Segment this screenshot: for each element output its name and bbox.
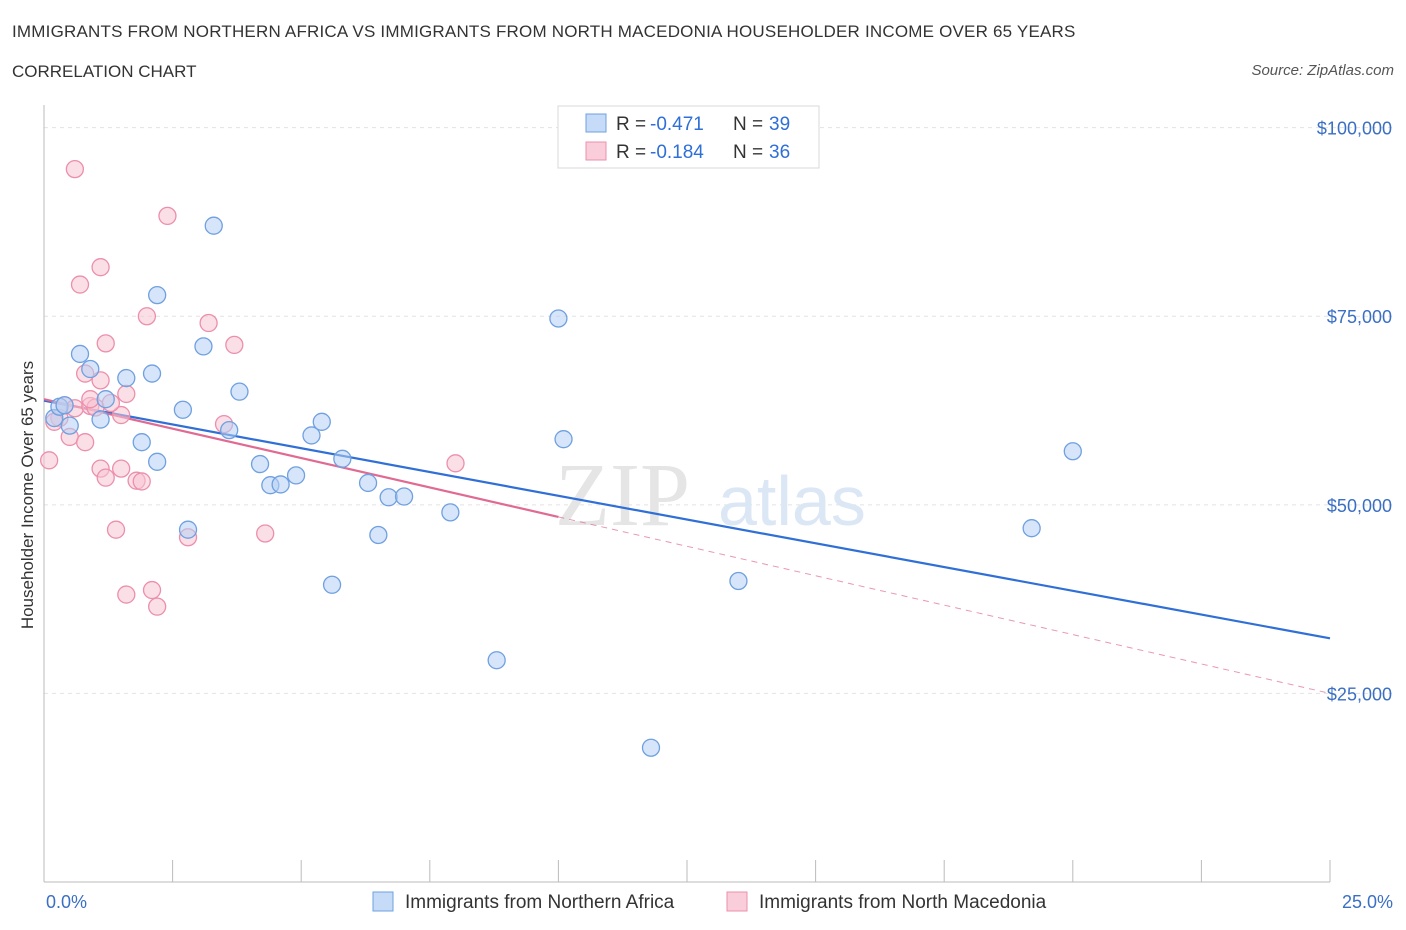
data-point-north-macedonia	[132, 472, 151, 491]
data-point-northern-africa	[250, 454, 270, 474]
chart-subtitle: CORRELATION CHART	[12, 62, 197, 81]
data-point-northern-africa	[91, 410, 110, 429]
data-point-north-macedonia	[70, 275, 90, 294]
data-point-north-macedonia	[112, 405, 131, 425]
data-point-north-macedonia	[96, 334, 115, 353]
trend-line-north-macedonia	[43, 398, 559, 518]
x-tick-label: 0.0%	[46, 892, 87, 912]
data-point-northern-africa	[132, 433, 151, 452]
data-point-northern-africa	[394, 487, 414, 506]
trend-line-northern-africa	[43, 399, 1331, 640]
series-northern-africa-points	[45, 216, 1082, 757]
data-point-northern-africa	[55, 396, 74, 415]
data-point-north-macedonia	[91, 258, 110, 277]
data-point-northern-africa	[369, 525, 388, 545]
data-point-northern-africa	[487, 651, 506, 670]
legend-r-value-2: -0.184	[650, 142, 704, 163]
data-point-north-macedonia	[112, 459, 131, 478]
legend-r-label-2: R =	[616, 142, 646, 163]
data-point-northern-africa	[441, 503, 460, 522]
data-point-northern-africa	[178, 520, 198, 539]
data-point-northern-africa	[220, 420, 239, 440]
watermark-zip: ZIP	[555, 446, 690, 545]
legend-n-value-2: 36	[769, 142, 790, 163]
x-tick-label: 25.0%	[1342, 892, 1393, 912]
data-point-northern-africa	[286, 466, 306, 485]
data-point-northern-africa	[358, 473, 378, 493]
data-point-north-macedonia	[106, 520, 126, 539]
legend-n-label-2: N =	[733, 142, 763, 163]
data-point-northern-africa	[322, 575, 342, 594]
data-point-northern-africa	[729, 571, 748, 591]
top-legend: R = -0.471 N = 39 R = -0.184 N = 36	[557, 105, 820, 169]
bottom-legend-swatch-2	[726, 891, 748, 912]
series-north-macedonia-points	[39, 159, 465, 616]
data-point-northern-africa	[142, 364, 162, 383]
data-point-north-macedonia	[256, 524, 275, 543]
legend-r-value-1: -0.471	[650, 114, 704, 135]
data-point-northern-africa	[173, 400, 193, 419]
data-point-northern-africa	[1022, 519, 1041, 538]
data-point-northern-africa	[70, 344, 90, 364]
legend-swatch-series2	[585, 141, 607, 161]
data-point-northern-africa	[194, 337, 213, 356]
data-point-northern-africa	[312, 412, 331, 431]
data-point-northern-africa	[148, 285, 167, 305]
data-point-northern-africa	[271, 475, 290, 494]
y-tick-label: $100,000	[1317, 119, 1392, 139]
data-point-northern-africa	[549, 309, 568, 328]
data-point-northern-africa	[96, 390, 115, 409]
data-point-north-macedonia	[142, 580, 162, 600]
chart-title: IMMIGRANTS FROM NORTHERN AFRICA VS IMMIG…	[12, 22, 1076, 41]
data-point-north-macedonia	[137, 307, 157, 326]
data-point-north-macedonia	[446, 454, 465, 473]
data-point-north-macedonia	[199, 313, 218, 333]
data-point-northern-africa	[554, 430, 573, 449]
legend-swatch-series1	[585, 113, 607, 133]
data-point-northern-africa	[148, 452, 167, 471]
data-point-north-macedonia	[65, 159, 85, 179]
watermark-atlas: atlas	[718, 462, 866, 540]
legend-r-label-1: R =	[616, 114, 646, 135]
bottom-legend-swatch-1	[372, 891, 394, 912]
data-point-north-macedonia	[91, 371, 110, 390]
legend-n-value-1: 39	[769, 114, 790, 135]
data-point-northern-africa	[60, 416, 79, 435]
data-point-northern-africa	[302, 426, 321, 445]
axes	[43, 105, 1331, 883]
y-tick-label: $25,000	[1327, 684, 1392, 704]
bottom-legend-label-2: Immigrants from North Macedonia	[759, 892, 1047, 913]
tick-labels: $25,000 $50,000 $75,000 $100,000 0.0% 25.0%	[46, 119, 1393, 912]
data-point-northern-africa	[333, 449, 352, 468]
data-point-north-macedonia	[158, 206, 177, 226]
y-tick-label: $75,000	[1327, 307, 1392, 327]
bottom-legend: Immigrants from Northern Africa Immigran…	[372, 891, 1047, 913]
data-point-northern-africa	[117, 368, 136, 388]
data-point-north-macedonia	[96, 468, 115, 487]
data-point-northern-africa	[641, 738, 661, 757]
data-point-north-macedonia	[117, 384, 136, 404]
source-label: Source: ZipAtlas.com	[1251, 62, 1394, 79]
data-point-north-macedonia	[117, 585, 136, 604]
y-tick-label: $50,000	[1327, 496, 1392, 516]
data-point-north-macedonia	[225, 335, 244, 355]
watermark: ZIP atlas	[555, 446, 866, 545]
gridlines	[44, 127, 1395, 694]
data-point-northern-africa	[204, 216, 223, 235]
legend-n-label-1: N =	[733, 114, 763, 135]
data-point-northern-africa	[81, 359, 100, 379]
data-point-northern-africa	[230, 382, 249, 401]
trend-lines	[43, 398, 1331, 694]
data-point-northern-africa	[1063, 442, 1082, 461]
data-point-north-macedonia	[76, 433, 95, 452]
data-point-northern-africa	[379, 488, 398, 507]
data-point-north-macedonia	[148, 597, 167, 616]
bottom-legend-label-1: Immigrants from Northern Africa	[405, 892, 675, 913]
data-point-north-macedonia	[39, 451, 59, 470]
data-point-north-macedonia	[81, 390, 100, 409]
